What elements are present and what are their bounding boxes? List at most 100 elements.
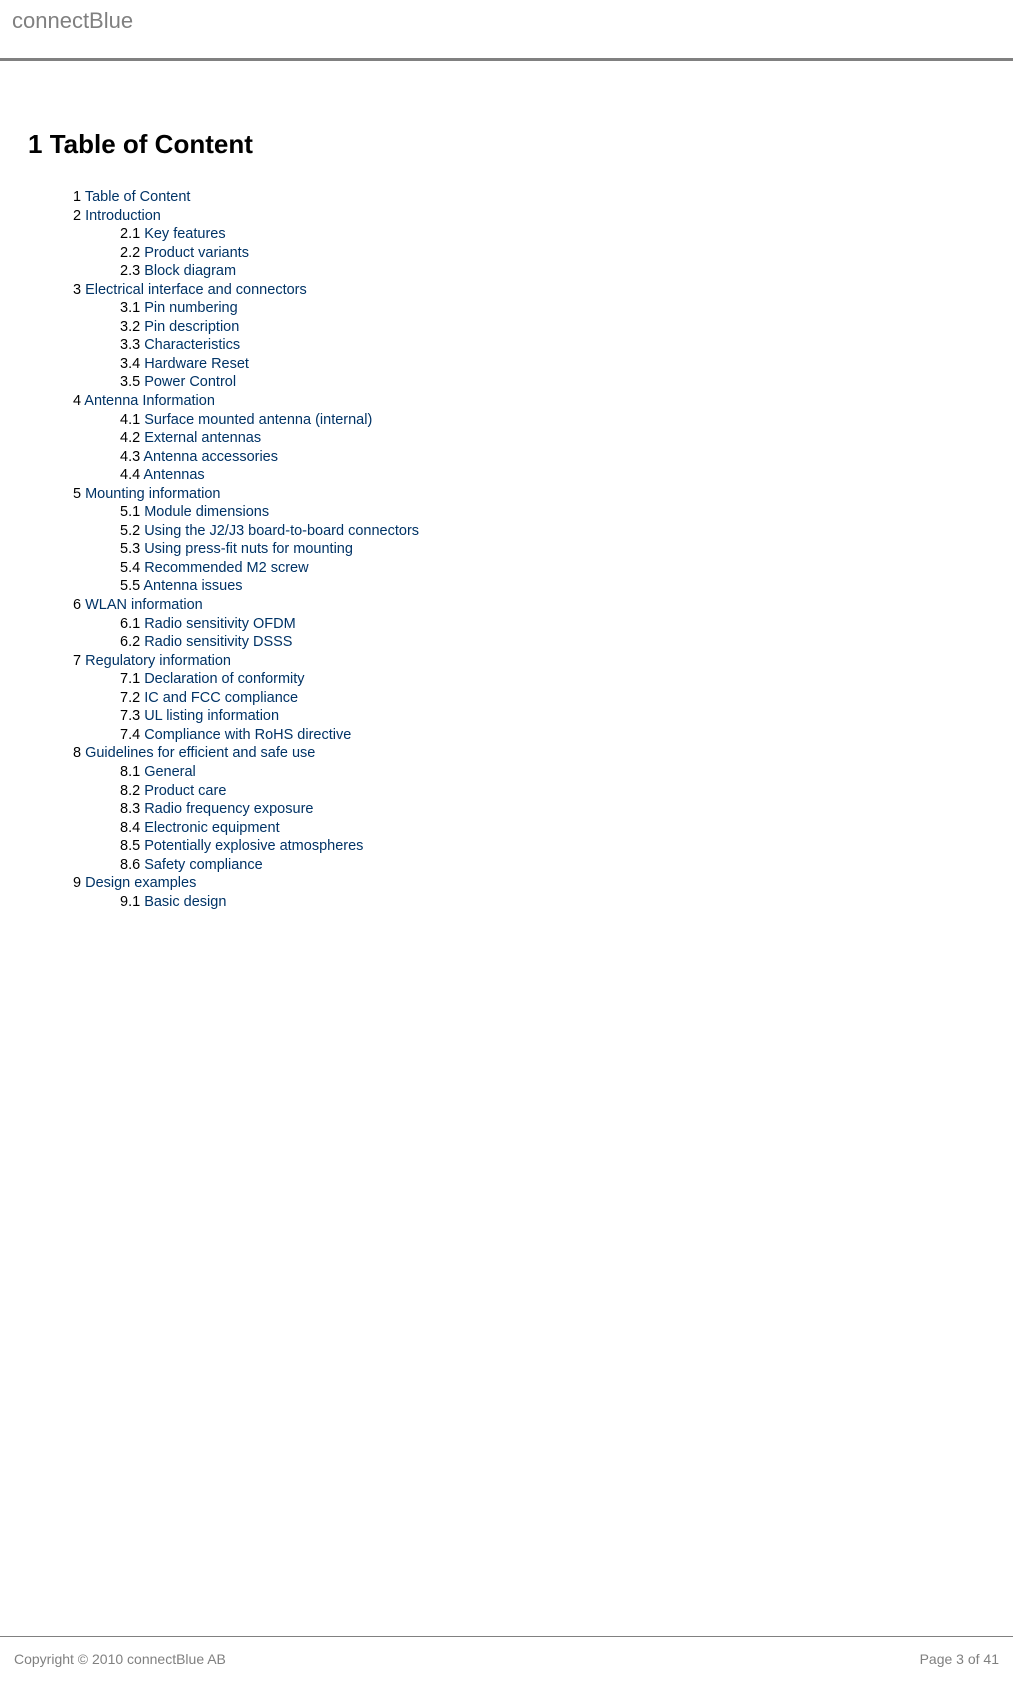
toc-subitem-number: 7.2 (120, 690, 144, 706)
toc-sublink[interactable]: Basic design (144, 894, 226, 910)
toc-sublink[interactable]: Declaration of conformity (144, 671, 304, 687)
toc-sublist: 6.1 Radio sensitivity OFDM6.2 Radio sens… (73, 615, 1013, 652)
toc-subitem: 4.4 Antennas (120, 466, 1013, 485)
toc-subitem: 7.4 Compliance with RoHS directive (120, 726, 1013, 745)
toc-subitem: 8.5 Potentially explosive atmospheres (120, 837, 1013, 856)
toc-link[interactable]: Introduction (85, 208, 161, 224)
toc-sublink[interactable]: Antenna accessories (143, 449, 278, 465)
toc-item: 2 Introduction2.1 Key features2.2 Produc… (73, 207, 1013, 281)
toc-sublink[interactable]: Antennas (143, 467, 204, 483)
toc-sublink[interactable]: Hardware Reset (144, 356, 249, 372)
toc-sublink[interactable]: Product variants (144, 245, 249, 261)
toc-sublink[interactable]: Electronic equipment (144, 820, 279, 836)
toc-subitem-number: 2.3 (120, 263, 144, 279)
toc-subitem: 5.1 Module dimensions (120, 503, 1013, 522)
toc-item-number: 3 (73, 282, 85, 298)
toc-sublink[interactable]: Potentially explosive atmospheres (144, 838, 363, 854)
toc-subitem-number: 5.1 (120, 504, 144, 520)
toc-sublink[interactable]: Safety compliance (144, 857, 262, 873)
toc-sublink[interactable]: UL listing information (144, 708, 279, 724)
toc-subitem: 3.3 Characteristics (120, 336, 1013, 355)
toc-subitem-number: 8.4 (120, 820, 144, 836)
footer-copyright: Copyright © 2010 connectBlue AB (14, 1651, 226, 1667)
toc-subitem: 4.1 Surface mounted antenna (internal) (120, 411, 1013, 430)
toc-sublink[interactable]: General (144, 764, 196, 780)
toc-sublist: 8.1 General8.2 Product care8.3 Radio fre… (73, 763, 1013, 874)
toc-subitem: 8.1 General (120, 763, 1013, 782)
toc-item: 1 Table of Content (73, 188, 1013, 207)
toc-link[interactable]: WLAN information (85, 597, 203, 613)
toc-subitem: 5.5 Antenna issues (120, 577, 1013, 596)
toc-sublink[interactable]: Radio sensitivity DSSS (144, 634, 292, 650)
toc-link[interactable]: Guidelines for efficient and safe use (85, 745, 315, 761)
toc-sublink[interactable]: Compliance with RoHS directive (144, 727, 351, 743)
toc-item-number: 4 (73, 393, 84, 409)
toc-subitem: 5.4 Recommended M2 screw (120, 559, 1013, 578)
toc-sublist: 9.1 Basic design (73, 893, 1013, 912)
toc-sublink[interactable]: Surface mounted antenna (internal) (144, 412, 372, 428)
toc-sublink[interactable]: Radio frequency exposure (144, 801, 313, 817)
toc-item: 4 Antenna Information 4.1 Surface mounted… (73, 392, 1013, 485)
toc-subitem-number: 4.1 (120, 412, 144, 428)
toc-subitem: 9.1 Basic design (120, 893, 1013, 912)
toc-sublink[interactable]: IC and FCC compliance (144, 690, 298, 706)
toc-sublist: 7.1 Declaration of conformity7.2 IC and … (73, 670, 1013, 744)
toc-item: 8 Guidelines for efficient and safe use 8… (73, 744, 1013, 874)
toc-sublink[interactable]: Radio sensitivity OFDM (144, 616, 295, 632)
toc-sublink[interactable]: Power Control (144, 374, 236, 390)
toc-subitem-number: 5.3 (120, 541, 144, 557)
toc-link[interactable]: Regulatory information (85, 653, 231, 669)
toc-link[interactable]: Mounting information (85, 486, 220, 502)
toc-sublink[interactable]: Pin numbering (144, 300, 238, 316)
toc-sublink[interactable]: Using the J2/J3 board-to-board connector… (144, 523, 419, 539)
toc-sublink[interactable]: Recommended M2 screw (144, 560, 308, 576)
toc-subitem-number: 8.1 (120, 764, 144, 780)
toc-sublink[interactable]: Product care (144, 783, 226, 799)
toc-list: 1 Table of Content2 Introduction2.1 Key … (28, 188, 1013, 911)
toc-sublink[interactable]: Block diagram (144, 263, 236, 279)
toc-item: 3 Electrical interface and connectors3.1… (73, 281, 1013, 392)
toc-subitem: 3.5 Power Control (120, 373, 1013, 392)
toc-sublink[interactable]: Module dimensions (144, 504, 269, 520)
toc-subitem-number: 3.4 (120, 356, 144, 372)
toc-sublink[interactable]: Antenna issues (143, 578, 242, 594)
toc-link[interactable]: Antenna Information (84, 393, 215, 409)
toc-subitem-number: 6.2 (120, 634, 144, 650)
toc-subitem: 2.1 Key features (120, 225, 1013, 244)
toc-subitem: 8.6 Safety compliance (120, 856, 1013, 875)
toc-item: 6 WLAN information6.1 Radio sensitivity … (73, 596, 1013, 652)
toc-subitem-number: 9.1 (120, 894, 144, 910)
toc-subitem-number: 4.2 (120, 430, 144, 446)
toc-item-number: 8 (73, 745, 85, 761)
toc-sublink[interactable]: Characteristics (144, 337, 240, 353)
toc-item-number: 9 (73, 875, 85, 891)
toc-item: 5 Mounting information5.1 Module dimensi… (73, 485, 1013, 596)
toc-subitem-number: 3.3 (120, 337, 144, 353)
toc-subitem-number: 4.3 (120, 449, 143, 465)
toc-sublink[interactable]: External antennas (144, 430, 261, 446)
toc-subitem: 5.3 Using press-fit nuts for mounting (120, 540, 1013, 559)
toc-subitem: 8.3 Radio frequency exposure (120, 800, 1013, 819)
toc-subitem-number: 3.5 (120, 374, 144, 390)
toc-item-number: 2 (73, 208, 85, 224)
toc-item-number: 7 (73, 653, 85, 669)
toc-sublink[interactable]: Using press-fit nuts for mounting (144, 541, 353, 557)
footer-rule (0, 1636, 1013, 1637)
toc-sublist: 4.1 Surface mounted antenna (internal)4.… (73, 411, 1013, 485)
toc-subitem: 7.3 UL listing information (120, 707, 1013, 726)
toc-subitem-number: 6.1 (120, 616, 144, 632)
toc-subitem-number: 3.2 (120, 319, 144, 335)
toc-link[interactable]: Table of Content (85, 189, 191, 205)
toc-subitem: 3.1 Pin numbering (120, 299, 1013, 318)
toc-subitem: 4.3 Antenna accessories (120, 448, 1013, 467)
toc-subitem-number: 8.2 (120, 783, 144, 799)
toc-sublink[interactable]: Key features (144, 226, 225, 242)
toc-subitem-number: 7.4 (120, 727, 144, 743)
toc-link[interactable]: Design examples (85, 875, 196, 891)
toc-subitem-number: 2.2 (120, 245, 144, 261)
toc-subitem: 7.2 IC and FCC compliance (120, 689, 1013, 708)
toc-sublink[interactable]: Pin description (144, 319, 239, 335)
toc-sublist: 2.1 Key features2.2 Product variants2.3 … (73, 225, 1013, 281)
footer-page-number: Page 3 of 41 (920, 1651, 999, 1667)
toc-link[interactable]: Electrical interface and connectors (85, 282, 307, 298)
